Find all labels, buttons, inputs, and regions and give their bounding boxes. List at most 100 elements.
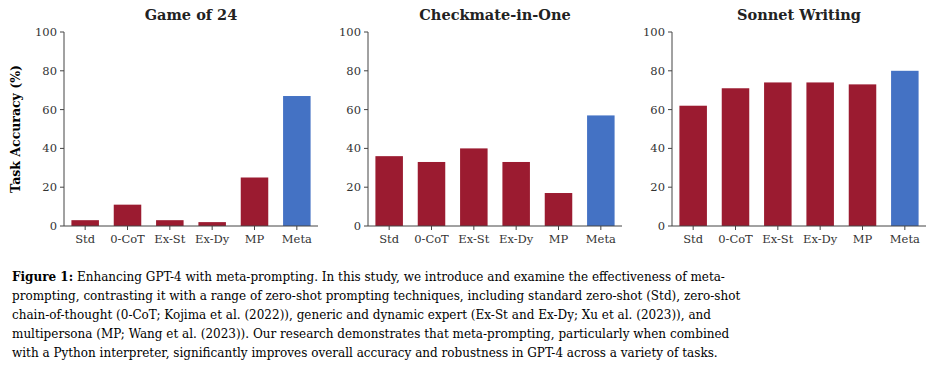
title: Sonnet Writing xyxy=(737,6,861,23)
y-tick xyxy=(364,148,368,149)
caption-text: chain-of-thought (0-CoT; Kojima et al. (… xyxy=(12,308,711,322)
y-tick xyxy=(364,187,368,188)
y-axis-line xyxy=(64,32,65,226)
y-tick xyxy=(668,32,672,33)
x-tick-label: Meta xyxy=(282,232,312,246)
x-tick xyxy=(516,226,517,230)
x-tick xyxy=(735,226,736,230)
bar xyxy=(545,193,573,226)
bar xyxy=(460,148,488,226)
y-tick-label: 100 xyxy=(35,25,57,39)
bar xyxy=(722,88,750,226)
bar xyxy=(241,178,269,227)
x-tick-label: 0-CoT xyxy=(414,232,449,246)
x-axis-line xyxy=(368,226,622,227)
x-tick xyxy=(600,226,601,230)
x-tick-label: MP xyxy=(245,232,265,246)
y-tick-label: 100 xyxy=(643,25,665,39)
x-axis-line xyxy=(672,226,926,227)
x-tick xyxy=(389,226,390,230)
x-tick-label: Meta xyxy=(890,232,920,246)
bar xyxy=(198,222,226,226)
y-tick xyxy=(364,70,368,71)
bar xyxy=(587,115,615,226)
x-tick-label: MP xyxy=(853,232,873,246)
caption-line: Figure 1: Enhancing GPT-4 with meta-prom… xyxy=(12,268,740,287)
y-tick-label: 40 xyxy=(42,141,57,155)
x-tick xyxy=(693,226,694,230)
y-tick-label: 20 xyxy=(346,180,361,194)
x-tick-label: Ex-Dy xyxy=(803,232,838,246)
x-tick-label: 0-CoT xyxy=(718,232,753,246)
x-tick-label: Ex-Dy xyxy=(195,232,230,246)
x-tick-label: MP xyxy=(549,232,569,246)
bar xyxy=(114,205,142,226)
y-tick-label: 100 xyxy=(339,25,361,39)
y-tick xyxy=(60,70,64,71)
x-tick-label: 0-CoT xyxy=(110,232,145,246)
x-tick-label: Meta xyxy=(586,232,616,246)
panel: Game of 24020406080100Std0-CoTEx-StEx-Dy… xyxy=(8,6,318,246)
y-tick-label: 80 xyxy=(650,64,665,78)
bar xyxy=(849,84,877,226)
x-tick xyxy=(473,226,474,230)
y-tick xyxy=(60,32,64,33)
caption-text: with a Python interpreter, significantly… xyxy=(12,346,718,360)
bar xyxy=(806,82,834,226)
x-tick xyxy=(296,226,297,230)
title: Game of 24 xyxy=(145,6,238,23)
caption-text: multipersona (MP; Wang et al. (2023)). O… xyxy=(12,327,729,341)
x-tick xyxy=(212,226,213,230)
title: Checkmate-in-One xyxy=(419,6,570,23)
caption-text: prompting, contrasting it with a range o… xyxy=(12,289,740,303)
x-tick-label: Ex-St xyxy=(458,232,489,246)
bar xyxy=(156,220,184,226)
x-tick xyxy=(127,226,128,230)
y-tick-label: 0 xyxy=(658,219,665,233)
y-axis-label: Task Accuracy (%) xyxy=(8,65,23,193)
caption-line: multipersona (MP; Wang et al. (2023)). O… xyxy=(12,325,740,344)
panel: Checkmate-in-One020406080100Std0-CoTEx-S… xyxy=(339,6,622,246)
caption-label: Figure 1: xyxy=(12,270,73,284)
y-tick xyxy=(668,109,672,110)
x-tick xyxy=(254,226,255,230)
y-tick-label: 0 xyxy=(50,219,57,233)
y-tick-label: 60 xyxy=(650,103,665,117)
x-tick xyxy=(904,226,905,230)
x-tick xyxy=(431,226,432,230)
caption-line: chain-of-thought (0-CoT; Kojima et al. (… xyxy=(12,306,740,325)
y-tick-label: 60 xyxy=(346,103,361,117)
bar xyxy=(891,71,919,226)
y-tick-label: 0 xyxy=(354,219,361,233)
y-tick xyxy=(60,226,64,227)
y-tick xyxy=(60,187,64,188)
y-tick xyxy=(364,226,368,227)
bar xyxy=(375,156,403,226)
y-tick-label: 80 xyxy=(346,64,361,78)
chart-area: Game of 24 0 20 40 60 80 100 Std 0-CoT Ex-St Ex-Dy… xyxy=(0,0,936,265)
y-tick-label: 40 xyxy=(650,141,665,155)
caption: Figure 1: Enhancing GPT-4 with meta-prom… xyxy=(12,268,740,363)
y-tick xyxy=(668,70,672,71)
y-tick xyxy=(364,32,368,33)
x-tick xyxy=(85,226,86,230)
y-tick xyxy=(668,226,672,227)
caption-line: with a Python interpreter, significantly… xyxy=(12,344,740,363)
y-axis-line xyxy=(672,32,673,226)
y-tick-label: 80 xyxy=(42,64,57,78)
y-tick xyxy=(60,109,64,110)
x-axis-line xyxy=(64,226,318,227)
bars xyxy=(71,96,310,226)
x-tick xyxy=(777,226,778,230)
bar xyxy=(764,82,792,226)
bar xyxy=(502,162,530,226)
x-tick-label: Ex-St xyxy=(154,232,185,246)
y-tick xyxy=(668,187,672,188)
bar xyxy=(418,162,446,226)
x-tick-label: Std xyxy=(379,232,399,246)
panel: Sonnet Writing020406080100Std0-CoTEx-StE… xyxy=(643,6,926,246)
x-tick-label: Std xyxy=(75,232,95,246)
y-tick xyxy=(60,148,64,149)
x-tick xyxy=(820,226,821,230)
x-tick xyxy=(558,226,559,230)
